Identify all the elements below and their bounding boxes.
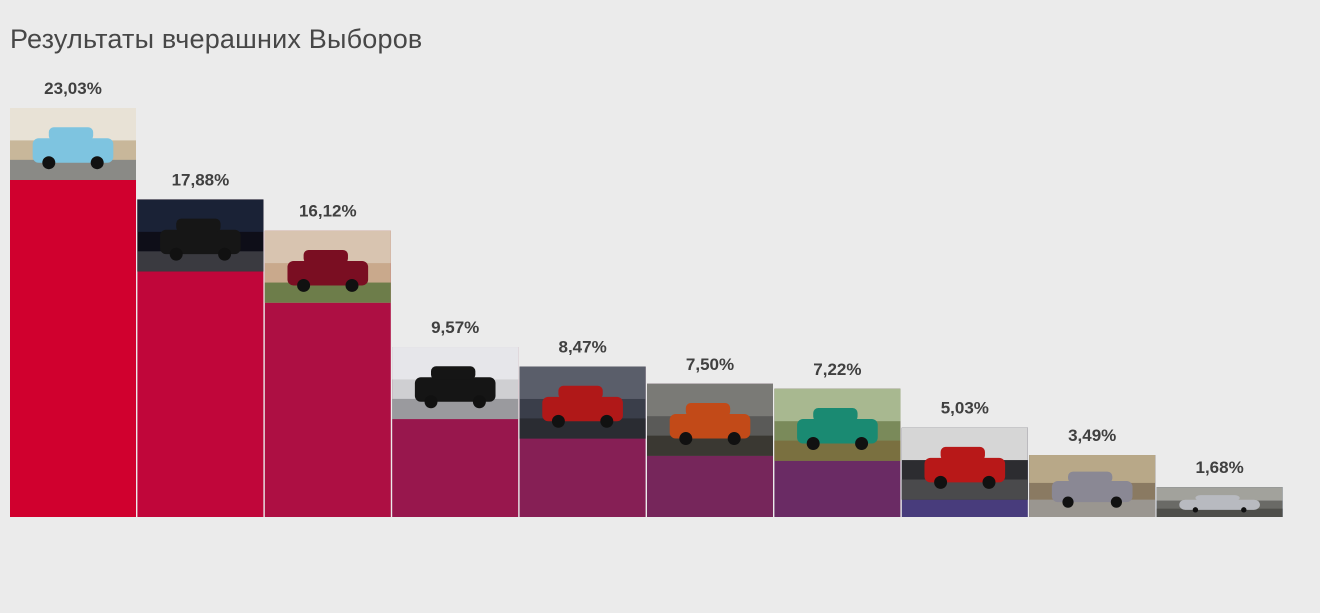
chart-title: Результаты вчерашних Выборов: [10, 24, 423, 54]
bar-value-label: 16,12%: [299, 202, 357, 221]
cars-in-garage-photo: [647, 383, 773, 456]
red-car-parking-lot-photo: [519, 366, 646, 439]
grey-compact-van-photo: [1029, 455, 1156, 517]
bar-value-label: 5,03%: [941, 399, 989, 418]
red-coupe-with-woman-photo: [264, 230, 391, 303]
silver-hatchback-photo: [1156, 487, 1283, 517]
green-sedan-photo: [774, 388, 901, 461]
black-suv-night-photo: [137, 199, 264, 272]
bar-value-label: 23,03%: [44, 79, 102, 98]
black-sedan-photo: [392, 347, 519, 420]
bar-value-label: 3,49%: [1068, 426, 1116, 445]
bar-value-label: 7,50%: [686, 355, 734, 374]
classic-blue-sedan-photo: [10, 108, 136, 180]
red-car-in-garage-photo: [901, 427, 1028, 500]
bar-value-label: 1,68%: [1195, 458, 1243, 477]
bar-value-label: 7,22%: [813, 360, 861, 379]
bar-value-label: 8,47%: [558, 338, 606, 357]
bar-value-label: 9,57%: [431, 318, 479, 337]
bar-value-label: 17,88%: [172, 170, 230, 189]
